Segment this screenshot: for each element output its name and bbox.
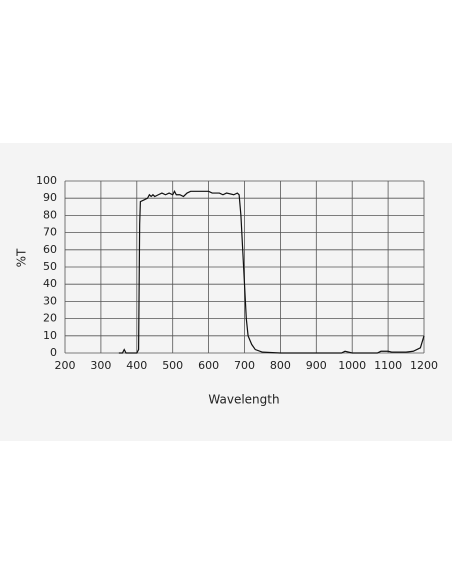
y-tick-label: 60: [43, 243, 57, 256]
y-tick-label: 20: [43, 312, 57, 325]
series-line: [118, 190, 425, 354]
x-tick-label: 800: [270, 359, 291, 372]
x-tick-label: 700: [234, 359, 255, 372]
y-tick-label: 30: [43, 294, 57, 307]
y-tick-label: 80: [43, 208, 57, 221]
x-tick-label: 200: [55, 359, 76, 372]
x-tick-label: 1000: [338, 359, 366, 372]
y-tick-label: 70: [43, 226, 57, 239]
y-tick-label: 0: [50, 346, 57, 359]
y-tick-label: 100: [36, 174, 57, 187]
x-tick-label: 400: [126, 359, 147, 372]
y-axis-label: %T: [15, 248, 29, 267]
x-tick-label: 1100: [374, 359, 402, 372]
x-tick-label: 1200: [410, 359, 438, 372]
y-tick-label: 90: [43, 191, 57, 204]
x-tick-label: 300: [90, 359, 111, 372]
x-tick-label: 500: [162, 359, 183, 372]
y-tick-label: 50: [43, 260, 57, 273]
x-axis-label: Wavelength: [208, 393, 279, 407]
y-tick-label: 40: [43, 277, 57, 290]
y-tick-label: 10: [43, 329, 57, 342]
x-tick-label: 600: [198, 359, 219, 372]
x-tick-label: 900: [306, 359, 327, 372]
